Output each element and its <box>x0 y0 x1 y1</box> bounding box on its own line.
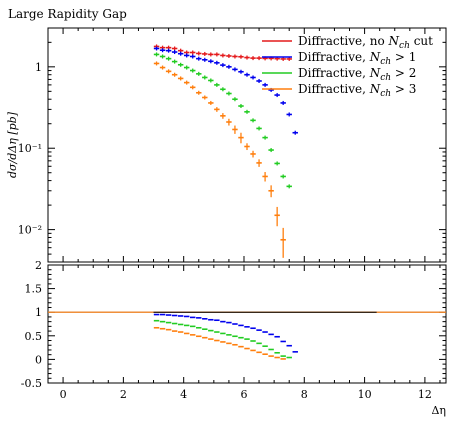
bottom-panel-ratio-points <box>153 313 298 360</box>
legend-label-prefix: Diffractive, <box>298 66 370 80</box>
y-tick-label: -0.5 <box>21 377 42 390</box>
top-panel-axis-ticks <box>47 27 446 263</box>
top-panel-ytick-labels: 1 10⁻¹ 10⁻² <box>18 61 42 237</box>
x-axis-tick-labels: 0 2 4 6 8 10 12 <box>60 388 432 401</box>
y-axis-label: dσ/dΔη [pb] <box>6 111 19 178</box>
legend-label-suffix: > 2 <box>391 66 416 80</box>
legend-label-subscript: ch <box>380 73 391 83</box>
x-axis-label: Δη <box>431 404 446 417</box>
x-tick-label: 12 <box>418 388 432 401</box>
legend-label-suffix: cut <box>410 34 433 48</box>
bottom-panel-ytick-labels: 2 1.5 1 0.5 0 -0.5 <box>21 259 42 390</box>
legend-label-subscript: ch <box>380 89 391 99</box>
x-tick-label: 8 <box>301 388 308 401</box>
legend-label-prefix: Diffractive, <box>298 50 370 64</box>
legend-label-symbol: N <box>388 34 400 48</box>
legend-label: Diffractive, Nch > 1 <box>298 50 416 67</box>
y-tick-label: 0 <box>35 353 42 366</box>
legend-label-symbol: N <box>369 50 381 64</box>
bottom-panel-frame <box>47 264 447 384</box>
y-tick-label: 10⁻¹ <box>18 142 42 155</box>
legend-label-subscript: ch <box>380 57 391 67</box>
bottom-panel-axis-ticks <box>47 264 446 384</box>
y-tick-label: 1 <box>35 61 42 74</box>
legend-label: Diffractive, no Nch cut <box>298 34 433 51</box>
legend-label-prefix: Diffractive, <box>298 82 370 96</box>
y-tick-label: 1.5 <box>25 283 43 296</box>
legend-label-suffix: > 1 <box>391 50 416 64</box>
legend-label-symbol: N <box>369 66 381 80</box>
x-tick-label: 6 <box>240 388 247 401</box>
y-tick-label: 10⁻² <box>18 224 42 237</box>
legend-label-subscript: ch <box>399 41 410 51</box>
y-tick-label: 2 <box>35 259 42 272</box>
x-tick-label: 2 <box>120 388 127 401</box>
x-tick-label: 10 <box>358 388 372 401</box>
y-tick-label: 1 <box>35 306 42 319</box>
top-panel-data-points <box>153 44 298 258</box>
legend-label-prefix: Diffractive, no <box>298 34 389 48</box>
x-tick-label: 4 <box>180 388 187 401</box>
legend-label-symbol: N <box>369 82 381 96</box>
legend-label: Diffractive, Nch > 2 <box>298 66 416 83</box>
chart-title: Large Rapidity Gap <box>8 7 127 21</box>
y-tick-label: 0.5 <box>25 330 43 343</box>
x-tick-label: 0 <box>60 388 67 401</box>
legend-label: Diffractive, Nch > 3 <box>298 82 416 99</box>
top-panel-frame <box>47 27 447 263</box>
legend-label-suffix: > 3 <box>391 82 416 96</box>
